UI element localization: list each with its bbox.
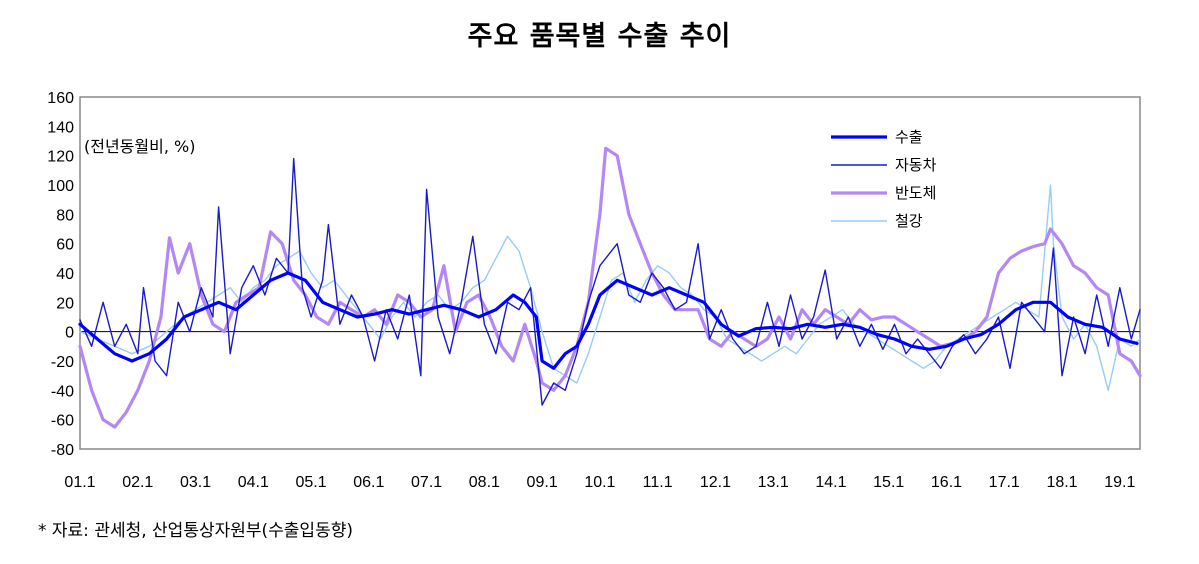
x-tick-label: 09.1 <box>527 474 558 491</box>
x-tick-label: 06.1 <box>353 474 384 491</box>
x-tick-label: 05.1 <box>295 474 326 491</box>
y-tick-label: 0 <box>65 325 74 342</box>
y-tick-label: 60 <box>56 237 74 254</box>
axes: 160 140 120 100 80 60 40 20 0 -20 -40 -60 -80 01.1 02.… <box>47 90 1135 491</box>
chart-title: 주요 품목별 수출 추이 <box>467 21 732 52</box>
x-tick-label: 18.1 <box>1046 474 1077 491</box>
y-tick-label: 40 <box>56 266 74 283</box>
x-tick-label: 07.1 <box>411 474 442 491</box>
legend-label: 반도체 <box>895 184 936 202</box>
legend-label: 자동차 <box>895 156 937 174</box>
x-tick-label: 12.1 <box>700 474 731 491</box>
x-tick-label: 08.1 <box>469 474 500 491</box>
y-tick-label: 160 <box>47 90 74 107</box>
y-tick-label: 120 <box>47 149 74 166</box>
series-line-1 <box>78 271 1139 370</box>
x-tick-label: 14.1 <box>815 474 846 491</box>
x-tick-label: 02.1 <box>122 474 153 491</box>
y-tick-label: 80 <box>56 207 74 224</box>
x-tick-label: 13.1 <box>758 474 789 491</box>
x-tick-label: 15.1 <box>873 474 904 491</box>
legend-label: 철강 <box>895 212 923 230</box>
x-tick-label: 10.1 <box>584 474 615 491</box>
y-tick-label: 100 <box>47 178 74 195</box>
y-tick-label: 140 <box>47 119 74 136</box>
y-tick-label: -60 <box>51 413 74 430</box>
source-note: * 자료: 관세청, 산업통상자원부(수출입동향) <box>38 521 353 541</box>
x-tick-label: 16.1 <box>931 474 962 491</box>
x-tick-label: 03.1 <box>180 474 211 491</box>
x-tick-label: 19.1 <box>1104 474 1135 491</box>
y-tick-label: -20 <box>51 354 74 371</box>
x-tick-label: 04.1 <box>238 474 269 491</box>
y-tick-label: -80 <box>51 442 74 459</box>
x-tick-label: 17.1 <box>989 474 1020 491</box>
legend-label: 수출 <box>895 128 923 146</box>
x-tick-label: 11.1 <box>643 474 673 491</box>
unit-label: (전년동월비, %) <box>84 137 195 156</box>
series-lines <box>78 146 1142 429</box>
x-tick-label: 01.1 <box>64 474 95 491</box>
y-tick-label: 20 <box>56 295 74 312</box>
y-tick-label: -40 <box>51 383 74 400</box>
